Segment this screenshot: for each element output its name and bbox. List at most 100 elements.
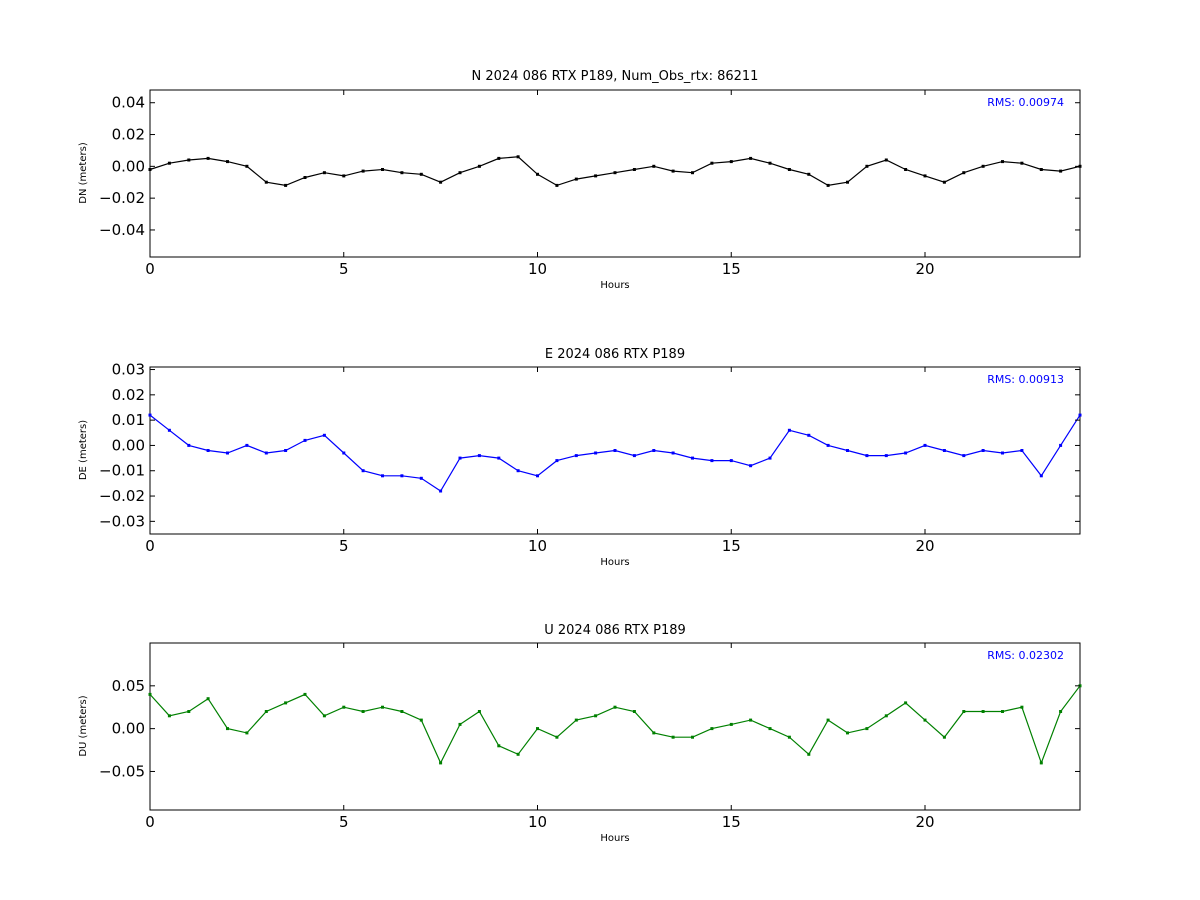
- panel-north-y-tick-label: 0.04: [112, 94, 145, 112]
- panel-up-x-tick-label: 20: [915, 813, 934, 831]
- panel-north-y-axis-label: DN (meters): [78, 142, 89, 204]
- panel-east-y-axis-label: DE (meters): [78, 420, 89, 480]
- panel-north-data-point: [187, 158, 191, 162]
- panel-north-data-point: [749, 156, 753, 160]
- panel-up-data-point: [284, 701, 288, 705]
- panel-up-data-point: [749, 718, 753, 722]
- panel-north-data-point: [691, 171, 694, 175]
- panel-up-data-point: [439, 761, 443, 765]
- panel-up-data-point: [826, 718, 830, 722]
- panel-up-y-ticks: −0.05 0.00 0.05: [99, 677, 1080, 780]
- panel-north-data-point: [787, 168, 791, 171]
- panel-north-data-point: [284, 183, 288, 187]
- panel-up-x-tick-label: 5: [339, 813, 349, 831]
- panel-up-data-point: [671, 735, 675, 739]
- panel-east-data-point: [1078, 413, 1082, 417]
- panel-east-data-point: [303, 438, 307, 442]
- panel-up-data-point: [303, 692, 307, 696]
- panel-north-data-point: [477, 164, 481, 168]
- panel-east-data-point: [594, 451, 598, 455]
- panel-up-x-ticks: 0 5 10 15 20: [145, 643, 935, 831]
- panel-up-data-point: [497, 744, 501, 748]
- panel-north-data-point: [884, 158, 888, 162]
- panel-up-data-point: [787, 735, 791, 739]
- panel-east-data-point: [497, 456, 501, 460]
- panel-north-data-point: [419, 172, 423, 176]
- panel-north-y-tick-label: −0.04: [99, 221, 145, 239]
- panel-up-axes-frame: [149, 642, 1081, 811]
- panel-up-data-point: [632, 710, 636, 713]
- panel-up-data-point: [1001, 710, 1004, 713]
- panel-north-data-point: [1039, 168, 1043, 171]
- panel-east-x-tick-label: 0: [145, 537, 155, 555]
- panel-east-data-point: [264, 451, 268, 455]
- panel-up-x-tick-label: 0: [145, 813, 155, 831]
- panel-north-data-point: [923, 174, 927, 178]
- panel-up-data-point: [245, 731, 249, 735]
- panel-up-data-point: [516, 752, 520, 756]
- panel-east-data-point: [787, 428, 791, 432]
- panel-east-data-point: [768, 456, 772, 460]
- panel-east-data-point: [846, 449, 849, 452]
- panel-east-data-point: [477, 454, 481, 458]
- panel-up-title: U 2024 086 RTX P189: [544, 623, 686, 638]
- panel-up-data-point: [884, 714, 888, 718]
- panel-up-data-point: [226, 727, 229, 731]
- panel-east-y-ticks: −0.03 −0.02 −0.01 0.00 0.01 0.02 0.03: [99, 361, 1080, 530]
- panel-north-data-point: [632, 168, 636, 171]
- panel-north-data-point: [342, 174, 346, 178]
- panel-up-data-point: [206, 697, 210, 701]
- panel-north-data-point: [807, 172, 811, 176]
- panel-up-data-point: [342, 705, 346, 709]
- panel-north-data-point: [516, 155, 520, 159]
- panel-north-y-tick-label: 0.02: [112, 126, 145, 144]
- panel-up-data-point: [574, 718, 578, 722]
- panel-north-y-tick-label: 0.00: [112, 157, 145, 175]
- panel-up-data-point: [555, 735, 559, 739]
- panel-east-x-ticks: 0 5 10 15 20: [145, 367, 935, 555]
- panel-east-data-point: [167, 428, 171, 432]
- panel-east-data-point: [632, 454, 636, 458]
- panel-north-data-point: [710, 161, 714, 165]
- panel-up-data-point: [419, 718, 423, 722]
- panel-north-title: N 2024 086 RTX P189, Num_Obs_rtx: 86211: [472, 69, 759, 84]
- panel-up-data-point: [400, 710, 404, 713]
- panel-up-y-tick-label: −0.05: [99, 762, 145, 780]
- panel-east-data-point: [749, 464, 753, 468]
- panel-north-data-point: [264, 180, 268, 184]
- panel-north-data-point: [439, 180, 443, 184]
- panel-up-data-point: [322, 714, 326, 718]
- panel-north-y-ticks: −0.04 −0.02 0.00 0.02 0.04: [99, 94, 1080, 239]
- panel-east-data-point: [865, 454, 869, 458]
- panel-east-data-point: [1039, 474, 1043, 478]
- panel-east-x-axis-label: Hours: [600, 557, 629, 568]
- panel-east-data-point: [923, 443, 927, 447]
- panel-north-data-point: [206, 156, 210, 160]
- panel-north-x-tick-label: 10: [528, 260, 547, 278]
- panel-east-data-point: [613, 449, 617, 452]
- panel-east-data-point: [1059, 443, 1063, 447]
- panel-north-data-point: [245, 164, 249, 168]
- panel-north-data-point: [904, 168, 908, 171]
- panel-north: N 2024 086 RTX P189, Num_Obs_rtx: 86211 …: [78, 69, 1082, 291]
- panel-north-data-point: [942, 180, 946, 184]
- panel-up-data-point: [729, 722, 733, 726]
- panel-north-data-point: [671, 169, 675, 173]
- panel-east-data-point: [826, 443, 830, 447]
- panel-east-x-tick-label: 15: [722, 537, 741, 555]
- panel-east-data-point: [1020, 449, 1024, 452]
- panel-north-data-point: [381, 168, 384, 171]
- panel-up-data-point: [1039, 761, 1043, 765]
- panel-north-data-point: [962, 171, 966, 175]
- panel-up-data-point: [923, 718, 927, 722]
- panel-north-data-point: [400, 171, 404, 175]
- panel-east-data-point: [691, 456, 694, 460]
- panel-up-data-point: [536, 727, 539, 731]
- panel-north-x-axis-label: Hours: [600, 280, 629, 291]
- panel-up-data-point: [768, 727, 772, 731]
- panel-east-data-point: [245, 443, 249, 447]
- panel-up-data-point: [942, 735, 946, 739]
- panel-up-data-point: [381, 705, 384, 709]
- panel-up-x-tick-label: 10: [528, 813, 547, 831]
